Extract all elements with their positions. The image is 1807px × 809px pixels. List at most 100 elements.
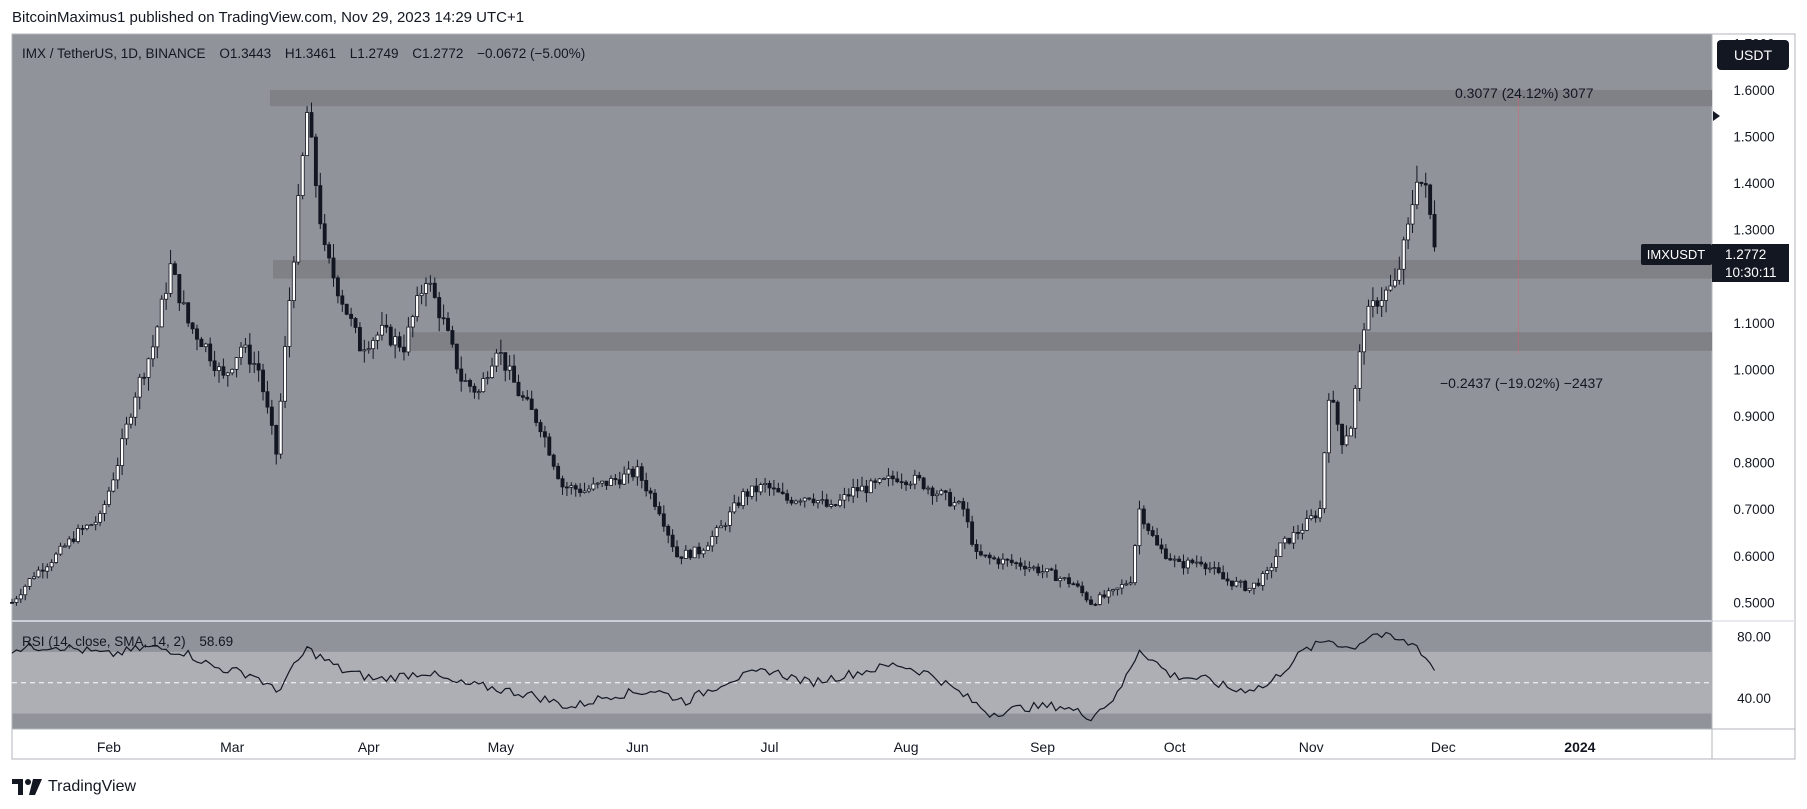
candle-down	[547, 436, 552, 456]
candle-down	[613, 478, 618, 481]
candle-down	[780, 491, 785, 495]
candle-down	[335, 277, 340, 297]
candle-up	[622, 473, 627, 485]
price-axis[interactable]	[1712, 34, 1795, 729]
candle-up	[424, 283, 428, 294]
candle-down	[807, 497, 812, 500]
candle-down	[992, 557, 997, 560]
candle-up	[106, 490, 111, 505]
candle-down	[1375, 300, 1380, 307]
candle-down	[397, 336, 402, 348]
time-axis[interactable]	[12, 729, 1795, 759]
candle-down	[199, 338, 204, 348]
candle-up	[36, 569, 41, 578]
candle-up	[89, 524, 94, 527]
candle-up	[851, 487, 856, 497]
candle-down	[736, 502, 741, 506]
time-tick-label: Apr	[358, 739, 380, 755]
zone-band	[410, 332, 1712, 351]
candle-up	[1348, 427, 1353, 437]
candle-down	[1432, 214, 1437, 248]
candle-up	[1137, 508, 1142, 547]
candle-up	[820, 499, 825, 502]
candle-up	[1040, 571, 1045, 574]
candle-up	[58, 545, 63, 555]
price-tick-label: 0.8000	[1733, 456, 1774, 471]
candle-up	[1410, 204, 1415, 225]
candle-up	[485, 377, 490, 379]
candle-down	[1141, 508, 1146, 525]
candle-down	[679, 556, 684, 559]
candle-up	[1304, 518, 1309, 531]
candle-up	[498, 352, 503, 354]
candle-up	[635, 466, 640, 478]
candle-up	[362, 349, 367, 352]
candle-up	[49, 562, 54, 568]
candle-down	[688, 549, 693, 559]
candle-up	[115, 465, 120, 481]
price-tick-label: 1.3000	[1733, 223, 1774, 238]
candle-up	[287, 300, 292, 347]
candle-down	[776, 488, 781, 493]
candle-down	[1009, 559, 1014, 564]
candle-up	[296, 195, 301, 263]
candle-up	[868, 480, 873, 494]
candle-down	[661, 513, 666, 527]
candle-down	[639, 466, 644, 481]
price-tick-label: 1.6000	[1733, 83, 1774, 98]
candle-down	[432, 282, 437, 298]
candle-down	[1221, 572, 1226, 580]
author-name[interactable]: BitcoinMaximus1	[12, 9, 126, 26]
candle-up	[252, 363, 257, 366]
candle-down	[142, 376, 147, 379]
candle-down	[573, 485, 578, 490]
candle-down	[644, 480, 649, 492]
candle-up	[1362, 329, 1367, 353]
publish-date: Nov 29, 2023 14:29 UTC+1	[341, 9, 525, 26]
legend-symbol[interactable]: IMX / TetherUS, 1D, BINANCE	[22, 46, 206, 61]
candle-up	[1388, 285, 1393, 291]
time-tick-label: Jul	[761, 739, 779, 755]
candle-down	[437, 297, 442, 319]
candle-down	[1036, 566, 1041, 574]
rsi-ticks: 40.00 80.00	[1737, 629, 1771, 706]
candle-up	[1194, 561, 1199, 564]
candle-down	[1067, 577, 1071, 585]
candle-down	[904, 481, 908, 486]
candle-up	[1260, 573, 1265, 586]
candle-down	[208, 343, 213, 362]
rsi-legend-label[interactable]: RSI (14, close, SMA, 14, 2)	[22, 634, 186, 649]
price-tick-label: 1.1000	[1733, 316, 1774, 331]
candle-down	[1159, 544, 1164, 550]
candle-down	[538, 422, 543, 433]
candle-up	[1128, 582, 1133, 585]
candle-down	[1080, 585, 1085, 594]
candle-down	[1023, 565, 1027, 570]
candle-up	[32, 576, 36, 579]
candle-down	[930, 487, 935, 497]
candle-down	[767, 483, 772, 489]
candle-up	[1234, 580, 1239, 587]
candle-up	[934, 493, 939, 497]
tradingview-brand[interactable]: TradingView	[12, 778, 136, 796]
candle-up	[463, 380, 468, 382]
candle-down	[1225, 578, 1230, 582]
currency-button[interactable]: USDT	[1717, 40, 1789, 70]
candle-down	[177, 274, 182, 304]
candle-up	[705, 545, 710, 551]
candle-down	[1216, 567, 1221, 573]
candle-up	[1401, 239, 1406, 270]
candle-up	[419, 292, 424, 297]
candle-up	[719, 525, 724, 529]
candle-down	[978, 551, 983, 556]
candle-up	[291, 261, 296, 301]
candle-down	[327, 244, 332, 259]
candle-up	[1124, 583, 1129, 586]
main-pane[interactable]	[12, 34, 1712, 621]
price-tick-label: 1.5000	[1733, 129, 1774, 144]
candle-down	[1256, 582, 1261, 586]
candle-up	[14, 598, 19, 603]
candle-down	[1014, 562, 1019, 565]
candle-down	[313, 136, 318, 187]
